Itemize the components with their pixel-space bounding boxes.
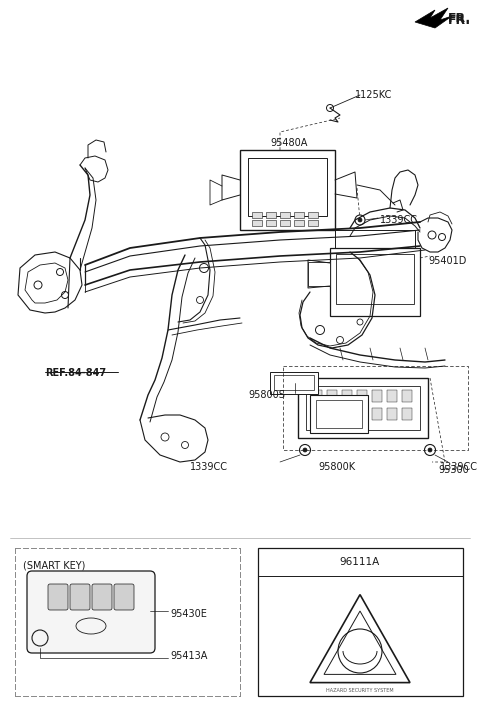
Bar	[308, 220, 318, 226]
Bar	[280, 212, 290, 218]
Bar	[274, 375, 314, 390]
Bar	[270, 372, 318, 394]
Bar	[306, 386, 420, 430]
Text: (SMART KEY): (SMART KEY)	[23, 560, 85, 570]
Bar	[357, 390, 367, 402]
Bar	[252, 212, 262, 218]
Bar	[327, 408, 337, 420]
FancyBboxPatch shape	[114, 584, 134, 610]
Text: 1339CC: 1339CC	[190, 462, 228, 472]
FancyBboxPatch shape	[70, 584, 90, 610]
Text: FR.: FR.	[448, 13, 471, 26]
Bar	[342, 390, 352, 402]
Bar	[402, 390, 412, 402]
Polygon shape	[415, 8, 452, 28]
Polygon shape	[18, 252, 82, 313]
Text: 1125KC: 1125KC	[355, 90, 392, 100]
Text: 96111A: 96111A	[340, 557, 380, 567]
FancyBboxPatch shape	[48, 584, 68, 610]
Bar	[316, 400, 362, 428]
Bar	[327, 390, 337, 402]
Text: HAZARD SECURITY SYSTEM: HAZARD SECURITY SYSTEM	[326, 688, 394, 693]
Bar	[298, 378, 428, 438]
Text: 95800S: 95800S	[248, 390, 285, 400]
FancyBboxPatch shape	[27, 571, 155, 653]
Text: 1339CC: 1339CC	[440, 462, 478, 472]
Bar	[372, 390, 382, 402]
Text: 95300: 95300	[438, 465, 469, 475]
Circle shape	[303, 448, 307, 452]
Bar	[387, 408, 397, 420]
Bar	[387, 390, 397, 402]
Bar	[280, 220, 290, 226]
Bar	[294, 220, 304, 226]
Text: 1339CC: 1339CC	[380, 215, 418, 225]
Text: 95401D: 95401D	[428, 256, 467, 266]
Bar	[402, 408, 412, 420]
Polygon shape	[324, 611, 396, 674]
Bar	[240, 150, 335, 230]
Polygon shape	[25, 263, 68, 303]
Bar	[312, 408, 322, 420]
Circle shape	[428, 448, 432, 452]
Bar	[310, 395, 368, 433]
Bar	[312, 390, 322, 402]
Bar	[266, 212, 276, 218]
Circle shape	[358, 218, 362, 222]
Bar	[252, 220, 262, 226]
Bar	[294, 212, 304, 218]
Text: REF.84-847: REF.84-847	[45, 368, 106, 378]
Polygon shape	[310, 595, 410, 682]
Bar	[308, 212, 318, 218]
Bar	[342, 408, 352, 420]
Bar	[330, 248, 420, 316]
Bar	[258, 548, 463, 696]
Bar	[308, 262, 330, 286]
FancyBboxPatch shape	[92, 584, 112, 610]
Text: FR.: FR.	[448, 11, 471, 25]
Text: 95800K: 95800K	[318, 462, 355, 472]
Bar	[336, 254, 414, 304]
Bar	[372, 408, 382, 420]
Bar	[248, 158, 327, 216]
Text: 95413A: 95413A	[170, 651, 207, 661]
Bar	[266, 220, 276, 226]
Bar	[357, 408, 367, 420]
Text: 95480A: 95480A	[270, 138, 307, 148]
Text: 95430E: 95430E	[170, 609, 207, 619]
